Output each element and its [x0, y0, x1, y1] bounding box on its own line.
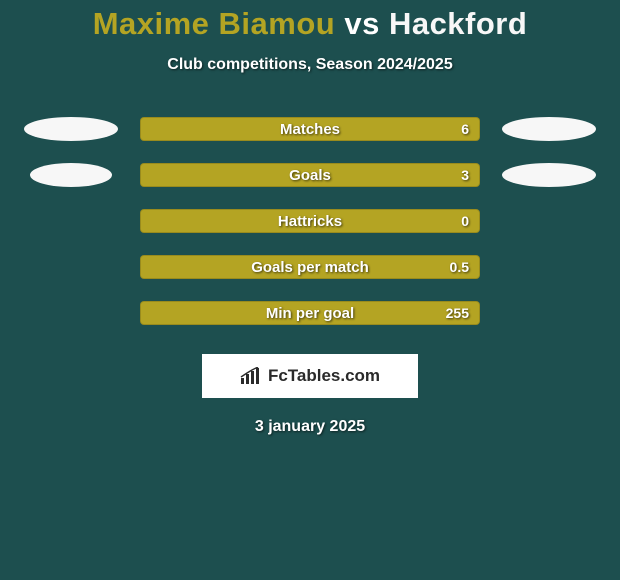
player1-name: Maxime Biamou	[93, 6, 336, 41]
stat-row: Goals per match0.5	[0, 244, 620, 290]
stat-row: Goals3	[0, 152, 620, 198]
left-ellipse	[24, 117, 118, 141]
stat-bar: Matches6	[140, 117, 480, 141]
left-side	[24, 117, 118, 141]
stat-value-right: 0	[461, 213, 469, 229]
right-side	[502, 163, 596, 187]
stat-bar: Goals per match0.5	[140, 255, 480, 279]
left-side	[24, 163, 118, 187]
logo-text: FcTables.com	[268, 366, 380, 386]
stat-label: Matches	[141, 121, 479, 138]
stat-value-right: 0.5	[450, 259, 469, 275]
logo-box: FcTables.com	[202, 354, 418, 398]
stat-bar: Hattricks0	[140, 209, 480, 233]
barchart-icon	[240, 367, 262, 385]
title: Maxime Biamou vs Hackford	[0, 6, 620, 42]
stat-value-right: 3	[461, 167, 469, 183]
date-text: 3 january 2025	[0, 418, 620, 436]
stat-label: Hattricks	[141, 213, 479, 230]
subtitle: Club competitions, Season 2024/2025	[0, 56, 620, 74]
right-ellipse	[502, 117, 596, 141]
player2-name: Hackford	[389, 6, 527, 41]
stat-label: Goals per match	[141, 259, 479, 276]
stat-value-right: 6	[461, 121, 469, 137]
left-ellipse	[30, 163, 112, 187]
stat-row: Hattricks0	[0, 198, 620, 244]
stat-rows: Matches6Goals3Hattricks0Goals per match0…	[0, 106, 620, 336]
stat-label: Goals	[141, 167, 479, 184]
stat-row: Matches6	[0, 106, 620, 152]
stat-bar: Min per goal255	[140, 301, 480, 325]
stat-bar: Goals3	[140, 163, 480, 187]
comparison-card: Maxime Biamou vs Hackford Club competiti…	[0, 0, 620, 436]
right-ellipse	[502, 163, 596, 187]
stat-row: Min per goal255	[0, 290, 620, 336]
stat-label: Min per goal	[141, 305, 479, 322]
stat-value-right: 255	[446, 305, 469, 321]
vs-text: vs	[344, 6, 379, 41]
right-side	[502, 117, 596, 141]
